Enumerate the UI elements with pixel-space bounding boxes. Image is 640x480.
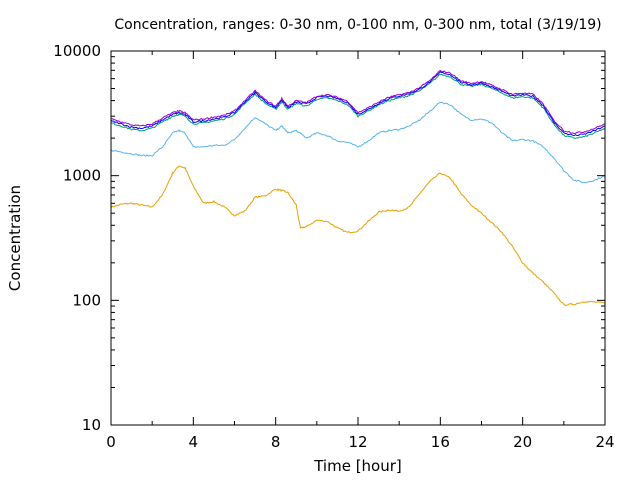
y-tick-label: 1000: [63, 167, 101, 185]
series-line-total: [111, 69, 606, 135]
y-tick-label: 100: [72, 291, 101, 309]
series-line-total-secondary: [110, 71, 605, 137]
x-tick-label: 20: [513, 433, 532, 451]
x-tick-label: 8: [271, 433, 281, 451]
x-tick-label: 0: [106, 433, 116, 451]
x-tick-label: 16: [431, 433, 450, 451]
series-line-range-0-100: [110, 101, 606, 184]
plot-area: 0 4 8 12 16 20 24 10 100 1000 10000: [53, 42, 614, 451]
x-axis-label: Time [hour]: [313, 457, 402, 475]
x-tick-label: 24: [595, 433, 614, 451]
x-tick-label: 12: [348, 433, 367, 451]
chart-title: Concentration, ranges: 0-30 nm, 0-100 nm…: [114, 17, 601, 33]
tick-layer: 0 4 8 12 16 20 24 10 100 1000 10000: [53, 42, 614, 451]
series-line-range-0-30: [110, 165, 606, 306]
y-tick-label: 10000: [53, 42, 101, 60]
series-line-range-0-300: [110, 73, 606, 139]
series-layer: [110, 69, 606, 306]
y-tick-label: 10: [82, 416, 101, 434]
plot-frame: [110, 50, 606, 426]
y-axis-label: Concentration: [6, 185, 24, 291]
x-tick-label: 4: [189, 433, 199, 451]
